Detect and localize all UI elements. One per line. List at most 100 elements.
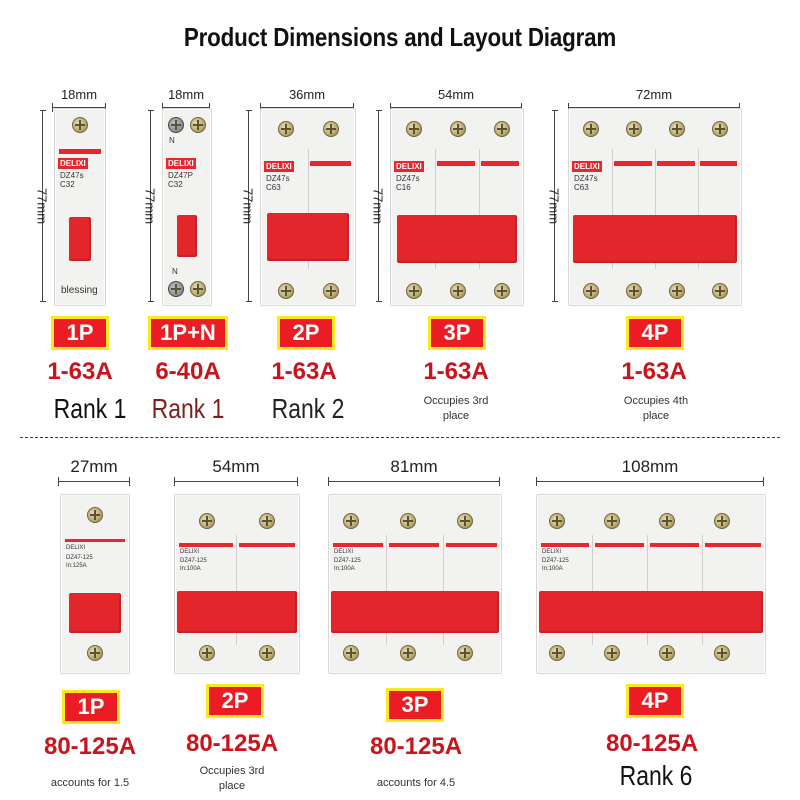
height-label: 77mm — [370, 187, 386, 225]
model-text: DZ47s — [396, 174, 420, 183]
pole-divider — [702, 535, 703, 645]
pole-divider — [443, 535, 444, 645]
width-dimension-1p: 18mm — [52, 88, 106, 112]
amp-range-4p-125: 80-125A — [605, 730, 699, 757]
pole-badge-3p: 3P — [428, 316, 486, 350]
screw-terminal-icon — [626, 121, 642, 137]
amp-range-2p: 1-63A — [271, 358, 337, 385]
dimension-line — [376, 110, 382, 302]
screw-terminal-icon — [549, 513, 565, 529]
rating-text: C63 — [574, 183, 589, 192]
rank-label-1pn: Rank 1 — [151, 393, 225, 424]
amp-range-2p-125: 80-125A — [185, 730, 279, 757]
width-label: 27mm — [70, 457, 118, 476]
width-dimension-2p: 36mm — [260, 88, 354, 112]
screw-terminal-icon — [450, 121, 466, 137]
screw-terminal-icon — [278, 121, 294, 137]
amp-range-3p: 1-63A — [423, 358, 489, 385]
screw-terminal-icon — [259, 645, 275, 661]
pole-badge-3p-125: 3P — [386, 688, 444, 722]
screw-terminal-icon — [168, 117, 184, 133]
top-red-stripe — [446, 543, 497, 547]
pole-badge-4p-125: 4P — [626, 684, 684, 718]
rating-text: In:100A — [180, 566, 201, 572]
top-red-stripe — [650, 543, 699, 547]
page-title: Product Dimensions and Layout Diagram — [183, 22, 617, 52]
screw-terminal-icon — [712, 121, 728, 137]
pole-badge-1p: 1P — [51, 316, 109, 350]
dimension-line — [162, 103, 210, 112]
breaker-4p: DELIXI DZ47s C63 — [568, 108, 742, 306]
dimension-line — [390, 103, 522, 112]
dimension-line — [328, 477, 500, 486]
amp-range-1p: 1-63A — [47, 358, 113, 385]
screw-terminal-icon — [604, 645, 620, 661]
top-red-stripe — [239, 543, 295, 547]
screw-terminal-icon — [406, 283, 422, 299]
rank-label-4p-125: Rank 6 — [619, 760, 693, 791]
amp-range-1p-125: 80-125A — [43, 733, 137, 760]
dimension-line — [40, 110, 46, 302]
model-text: DZ47-125 — [180, 558, 207, 564]
width-label: 18mm — [167, 87, 205, 102]
width-label: 18mm — [60, 87, 98, 102]
screw-terminal-icon — [714, 513, 730, 529]
pole-divider — [479, 149, 480, 269]
height-dimension-2p: 77mm — [236, 110, 256, 302]
screw-terminal-icon — [604, 513, 620, 529]
width-label: 54mm — [437, 87, 475, 102]
screw-terminal-icon — [323, 121, 339, 137]
top-red-stripe — [179, 543, 233, 547]
model-text: DZ47s — [574, 174, 598, 183]
pole-divider — [655, 149, 656, 269]
pole-divider — [386, 535, 387, 645]
dimension-line — [260, 103, 354, 112]
dimension-line — [52, 103, 106, 112]
placement-note-3p: Occupies 3rd place — [423, 395, 489, 422]
top-red-stripe — [65, 539, 125, 542]
height-label: 77mm — [34, 187, 50, 225]
screw-terminal-icon — [457, 645, 473, 661]
toggle-handle — [539, 591, 763, 633]
screw-terminal-icon — [457, 513, 473, 529]
screw-terminal-icon — [549, 645, 565, 661]
placement-note-3p-125: accounts for 4.5 — [376, 777, 456, 789]
width-dimension-1p-125: 27mm — [58, 458, 130, 486]
toggle-handle — [573, 215, 737, 263]
dimension-line — [552, 110, 558, 302]
top-red-stripe — [705, 543, 761, 547]
screw-terminal-icon — [669, 121, 685, 137]
pole-divider — [592, 535, 593, 645]
model-text: DZ47-125 — [334, 558, 361, 564]
brand-text: DELIXI — [66, 545, 86, 551]
brand-logo: DELIXI — [572, 161, 602, 172]
model-text: DZ47s — [266, 174, 290, 183]
placement-note-2p-125: Occupies 3rd place — [199, 765, 265, 792]
pole-badge-2p: 2P — [277, 316, 335, 350]
model-text: DZ47s — [60, 171, 84, 180]
width-label: 36mm — [288, 87, 326, 102]
brand-text: DELIXI — [542, 549, 562, 555]
screw-terminal-icon — [659, 513, 675, 529]
screw-terminal-icon — [278, 283, 294, 299]
screw-terminal-icon — [259, 513, 275, 529]
pole-badge-1p-125: 1P — [62, 690, 120, 724]
screw-terminal-icon — [583, 121, 599, 137]
amp-range-3p-125: 80-125A — [369, 733, 463, 760]
dimension-line — [568, 103, 740, 112]
placement-note-4p: Occupies 4th place — [623, 395, 689, 422]
screw-terminal-icon — [406, 121, 422, 137]
height-dimension-4p: 77mm — [542, 110, 562, 302]
model-text: DZ47P — [168, 171, 193, 180]
dimension-line — [174, 477, 298, 486]
brand-text: DELIXI — [180, 549, 200, 555]
breaker-3p-125: DELIXI DZ47-125 In:100A — [328, 494, 502, 674]
screw-terminal-icon — [714, 645, 730, 661]
breaker-2p-125: DELIXI DZ47-125 In:100A — [174, 494, 300, 674]
rank-label-2p: Rank 2 — [271, 393, 345, 424]
pole-badge-1pn: 1P+N — [148, 316, 228, 350]
brand-logo: DELIXI — [394, 161, 424, 172]
brand-logo: DELIXI — [58, 158, 88, 169]
toggle-handle — [69, 217, 91, 261]
neutral-mark: N — [169, 136, 175, 145]
